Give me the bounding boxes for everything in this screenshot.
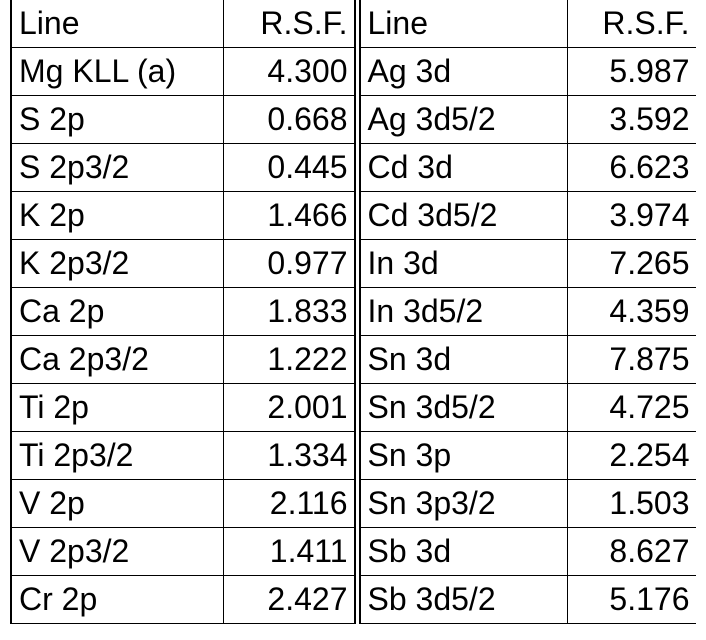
rsf-left-cell: 0.668	[222, 95, 361, 144]
table-row: Cr 2p 2.427 Sb 3d5/2 5.176	[10, 575, 696, 624]
header-rsf-left: R.S.F.	[222, 0, 361, 48]
rsf-left-cell: 2.427	[222, 575, 361, 624]
line-right-cell: In 3d5/2	[356, 287, 568, 336]
table-row: S 2p 0.668 Ag 3d5/2 3.592	[10, 95, 696, 144]
line-left-cell: Ca 2p	[10, 287, 224, 336]
line-right-cell: Cd 3d5/2	[356, 191, 568, 240]
table-row: V 2p3/2 1.411 Sb 3d 8.627	[10, 527, 696, 576]
table-row: Ti 2p 2.001 Sn 3d5/2 4.725	[10, 383, 696, 432]
rsf-right-cell: 7.875	[566, 335, 696, 384]
line-left-cell: Ca 2p3/2	[10, 335, 224, 384]
line-right-cell: In 3d	[356, 239, 568, 288]
line-right-cell: Ag 3d5/2	[356, 95, 568, 144]
header-row: Line R.S.F. Line R.S.F.	[10, 0, 696, 48]
rsf-left-cell: 1.222	[222, 335, 361, 384]
rsf-right-cell: 5.987	[566, 47, 696, 96]
table-row: Ti 2p3/2 1.334 Sn 3p 2.254	[10, 431, 696, 480]
rsf-right-cell: 3.974	[566, 191, 696, 240]
line-left-cell: Mg KLL (a)	[10, 47, 224, 96]
line-right-cell: Sn 3p3/2	[356, 479, 568, 528]
table-row: K 2p 1.466 Cd 3d5/2 3.974	[10, 191, 696, 240]
rsf-right-cell: 4.359	[566, 287, 696, 336]
rsf-right-cell: 8.627	[566, 527, 696, 576]
table-row: Mg KLL (a) 4.300 Ag 3d 5.987	[10, 47, 696, 96]
rsf-right-cell: 6.623	[566, 143, 696, 192]
table-row: S 2p3/2 0.445 Cd 3d 6.623	[10, 143, 696, 192]
line-right-cell: Sn 3p	[356, 431, 568, 480]
line-left-cell: Ti 2p	[10, 383, 224, 432]
table-row: Ca 2p3/2 1.222 Sn 3d 7.875	[10, 335, 696, 384]
header-rsf-right: R.S.F.	[566, 0, 696, 48]
line-right-cell: Sn 3d5/2	[356, 383, 568, 432]
line-left-cell: V 2p	[10, 479, 224, 528]
header-line-right: Line	[356, 0, 568, 48]
header-line-left: Line	[10, 0, 224, 48]
line-left-cell: S 2p	[10, 95, 224, 144]
rsf-left-cell: 1.466	[222, 191, 361, 240]
line-left-cell: Cr 2p	[10, 575, 224, 624]
table-row: Ca 2p 1.833 In 3d5/2 4.359	[10, 287, 696, 336]
line-left-cell: Ti 2p3/2	[10, 431, 224, 480]
line-left-cell: K 2p	[10, 191, 224, 240]
rsf-right-cell: 2.254	[566, 431, 696, 480]
line-left-cell: V 2p3/2	[10, 527, 224, 576]
rsf-left-cell: 2.001	[222, 383, 361, 432]
line-right-cell: Cd 3d	[356, 143, 568, 192]
rsf-left-cell: 4.300	[222, 47, 361, 96]
rsf-left-cell: 1.833	[222, 287, 361, 336]
rsf-right-cell: 5.176	[566, 575, 696, 624]
rsf-right-cell: 7.265	[566, 239, 696, 288]
rsf-left-cell: 1.334	[222, 431, 361, 480]
rsf-right-cell: 3.592	[566, 95, 696, 144]
rsf-right-cell: 1.503	[566, 479, 696, 528]
rsf-table: Line R.S.F. Line R.S.F. Mg KLL (a) 4.300 A…	[10, 0, 696, 624]
line-right-cell: Sb 3d	[356, 527, 568, 576]
line-right-cell: Sb 3d5/2	[356, 575, 568, 624]
rsf-table-container: Line R.S.F. Line R.S.F. Mg KLL (a) 4.300 A…	[10, 0, 696, 640]
rsf-right-cell: 4.725	[566, 383, 696, 432]
line-right-cell: Sn 3d	[356, 335, 568, 384]
line-left-cell: S 2p3/2	[10, 143, 224, 192]
rsf-left-cell: 2.116	[222, 479, 361, 528]
rsf-left-cell: 0.445	[222, 143, 361, 192]
line-right-cell: Ag 3d	[356, 47, 568, 96]
rsf-left-cell: 0.977	[222, 239, 361, 288]
line-left-cell: K 2p3/2	[10, 239, 224, 288]
table-row: V 2p 2.116 Sn 3p3/2 1.503	[10, 479, 696, 528]
rsf-left-cell: 1.411	[222, 527, 361, 576]
table-row: K 2p3/2 0.977 In 3d 7.265	[10, 239, 696, 288]
